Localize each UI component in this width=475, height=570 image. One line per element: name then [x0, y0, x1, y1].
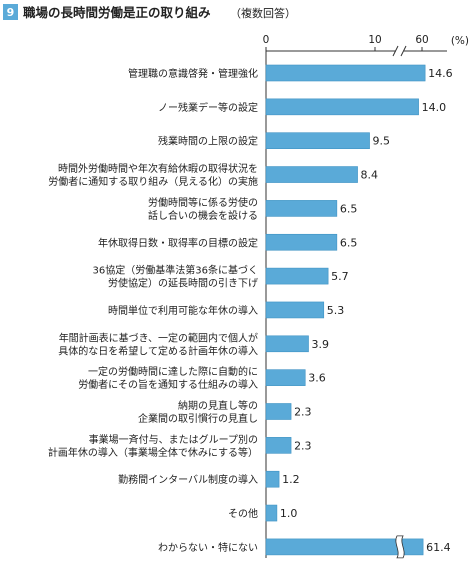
value-label: 3.9: [312, 338, 330, 351]
category-label: 計画年休の導入（事業場全体で休みにする等）: [48, 446, 258, 459]
category-label: 労働時間等に係る労使の: [148, 196, 258, 209]
x-tick-label: 0: [263, 34, 270, 46]
value-labels: 14.6 14.0 9.5 8.4 6.5 6.5 5.7 5.3 3.9 3.6 2.3 2.3 1.…: [280, 67, 453, 554]
value-label: 5.7: [331, 270, 349, 283]
figure-number: 9: [7, 6, 15, 19]
bar: [265, 132, 370, 149]
category-label: 労使協定）の延長時間の引き下げ: [108, 277, 258, 290]
chart-title: 職場の長時間労働是正の取り組み: [23, 5, 211, 20]
category-label: 管理職の意識啓発・管理強化: [128, 67, 258, 80]
x-tick-label: 10: [368, 34, 381, 46]
value-label: 6.5: [340, 202, 358, 215]
bar: [265, 369, 306, 386]
category-label: 時間単位で利用可能な年休の導入: [108, 304, 258, 317]
value-label: 61.4: [426, 541, 451, 554]
category-label: その他: [228, 507, 258, 520]
bar: [265, 267, 329, 285]
bar: [265, 200, 338, 217]
bar: [265, 437, 292, 454]
bar: [265, 98, 419, 116]
bar: [265, 504, 278, 522]
category-label: 労働者にその旨を通知する仕組みの導入: [78, 378, 258, 391]
category-label: 事業場一斉付与、またはグループ別の: [89, 433, 258, 446]
bar: [265, 470, 280, 488]
x-tick-label: 60: [415, 34, 428, 46]
category-label: 労働者に通知する取り組み（見える化）の実施: [48, 175, 258, 188]
bars: [265, 64, 426, 559]
category-labels: 管理職の意識啓発・管理強化ノー残業デー等の設定残業時間の上限の設定時間外労働時間…: [48, 67, 258, 554]
axis-break-mark: [392, 45, 407, 57]
category-label: 勤務間インターバル制度の導入: [118, 473, 258, 486]
bar: [265, 301, 325, 319]
bar: [265, 335, 309, 353]
category-label: 36協定（労働基準法第36条に基づく: [93, 264, 258, 277]
bar: [265, 166, 358, 183]
category-label: 具体的な日を希望して定める計画年休の導入: [58, 344, 258, 357]
value-label: 1.2: [282, 473, 300, 486]
bar: [265, 64, 426, 82]
category-label: 残業時間の上限の設定: [158, 135, 258, 148]
category-label: 納期の見直し等の: [178, 399, 258, 412]
figure-header: 9 職場の長時間労働是正の取り組み （複数回答）: [3, 4, 296, 20]
category-label: 一定の労働時間に達した際に自動的に: [88, 365, 258, 378]
figure-number-badge: [3, 4, 18, 20]
unit-label: (%): [451, 35, 469, 47]
category-label: ノー残業デー等の設定: [158, 101, 258, 114]
bar: [265, 403, 292, 420]
value-label: 14.6: [428, 67, 453, 80]
category-label: 年間計画表に基づき、一定の範囲内で個人が: [59, 331, 258, 344]
value-label: 8.4: [361, 169, 379, 182]
value-label: 6.5: [340, 236, 358, 249]
value-label: 2.3: [294, 406, 312, 419]
value-label: 5.3: [327, 304, 345, 317]
bar-break-mark: [395, 535, 405, 559]
category-label: 時間外労働時間や年次有給休暇の取得状況を: [58, 162, 258, 175]
value-label: 14.0: [422, 101, 447, 114]
bar: [265, 233, 338, 251]
category-label: 年休取得日数・取得率の目標の設定: [98, 236, 258, 249]
category-label: 企業間の取引慣行の見直し: [138, 412, 258, 425]
value-label: 9.5: [373, 135, 391, 148]
value-label: 1.0: [280, 507, 298, 520]
chart-subtitle: （複数回答）: [230, 6, 296, 20]
value-label: 2.3: [294, 439, 312, 452]
category-label: わからない・特にない: [158, 542, 258, 554]
bar: [265, 538, 424, 556]
value-label: 3.6: [308, 372, 326, 385]
category-label: 話し合いの機会を設ける: [148, 209, 258, 222]
